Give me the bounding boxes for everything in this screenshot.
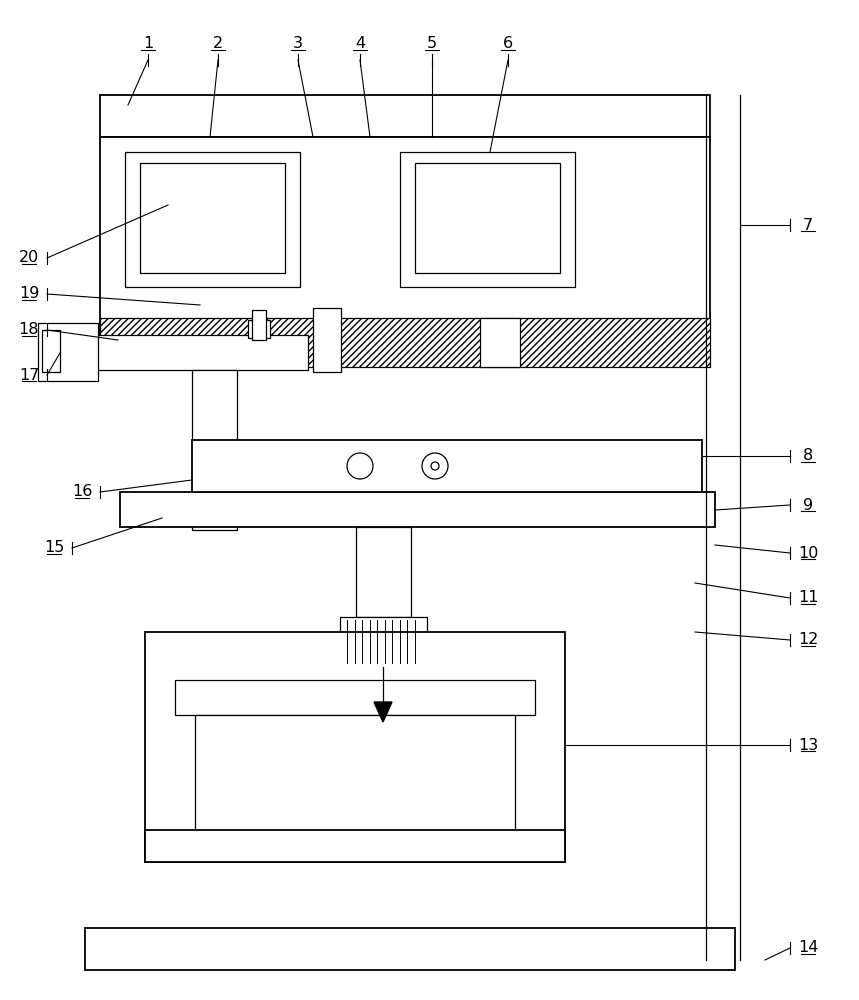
Bar: [252, 310, 266, 340]
Text: 9: 9: [803, 497, 813, 512]
Bar: [85, 928, 735, 970]
Text: 12: 12: [798, 633, 818, 648]
Bar: [100, 95, 710, 137]
Bar: [195, 715, 515, 830]
Bar: [415, 163, 560, 273]
Text: 4: 4: [355, 36, 365, 51]
Text: 5: 5: [427, 36, 437, 51]
Text: 2: 2: [213, 36, 223, 51]
Text: 15: 15: [44, 540, 64, 556]
Bar: [100, 318, 710, 367]
Bar: [175, 680, 535, 715]
Text: 11: 11: [798, 590, 819, 605]
Text: 17: 17: [19, 367, 40, 382]
Bar: [120, 492, 715, 527]
Bar: [42, 330, 60, 372]
Bar: [145, 632, 565, 862]
Text: 16: 16: [72, 485, 92, 499]
Bar: [400, 152, 575, 287]
Text: 3: 3: [293, 36, 303, 51]
Text: 18: 18: [19, 322, 40, 338]
Bar: [140, 163, 285, 273]
Text: 20: 20: [19, 250, 40, 265]
Bar: [313, 308, 341, 372]
Bar: [125, 152, 300, 287]
Text: 7: 7: [803, 218, 813, 232]
Bar: [356, 527, 411, 617]
Text: 10: 10: [798, 546, 818, 560]
Bar: [340, 617, 427, 667]
Text: 13: 13: [798, 738, 818, 752]
Bar: [248, 320, 270, 338]
Bar: [192, 440, 702, 492]
Bar: [480, 318, 520, 367]
Text: 6: 6: [503, 36, 513, 51]
Text: 19: 19: [19, 286, 40, 302]
Bar: [192, 370, 237, 530]
Bar: [60, 335, 308, 370]
Text: 1: 1: [143, 36, 153, 51]
Polygon shape: [374, 702, 392, 722]
Text: 14: 14: [798, 940, 818, 956]
Bar: [38, 323, 98, 381]
Bar: [145, 830, 565, 862]
Bar: [100, 137, 710, 367]
Text: 8: 8: [803, 448, 813, 464]
